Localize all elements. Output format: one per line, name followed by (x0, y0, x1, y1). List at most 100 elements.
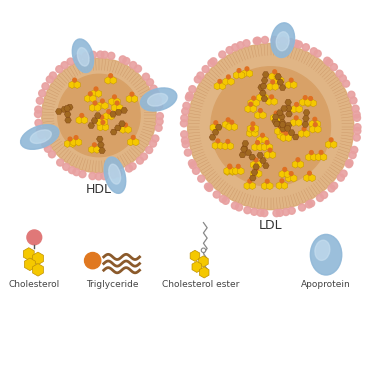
Circle shape (271, 80, 274, 84)
Circle shape (73, 78, 76, 82)
Circle shape (74, 136, 78, 140)
Circle shape (230, 120, 234, 124)
Circle shape (210, 58, 217, 65)
Circle shape (349, 152, 356, 159)
Circle shape (324, 57, 331, 64)
Ellipse shape (310, 234, 342, 275)
Circle shape (308, 200, 315, 207)
Circle shape (296, 158, 300, 162)
Circle shape (119, 56, 126, 63)
Circle shape (88, 92, 92, 96)
Circle shape (237, 42, 244, 49)
Circle shape (192, 167, 200, 174)
Circle shape (283, 168, 286, 171)
Circle shape (338, 174, 344, 181)
Circle shape (180, 120, 188, 127)
Circle shape (313, 117, 316, 121)
Circle shape (142, 73, 150, 80)
Circle shape (101, 172, 108, 180)
Ellipse shape (30, 130, 51, 143)
Circle shape (68, 137, 72, 141)
Circle shape (251, 208, 258, 215)
Circle shape (228, 165, 232, 169)
Ellipse shape (109, 164, 121, 184)
Circle shape (181, 131, 188, 138)
Circle shape (154, 96, 161, 104)
Circle shape (281, 129, 285, 133)
Circle shape (42, 83, 49, 90)
Circle shape (350, 97, 357, 104)
Circle shape (273, 210, 280, 217)
Circle shape (276, 74, 280, 77)
Circle shape (353, 134, 360, 141)
Circle shape (218, 80, 222, 83)
Circle shape (261, 210, 268, 217)
Circle shape (130, 62, 136, 69)
Circle shape (93, 143, 96, 147)
Circle shape (314, 123, 317, 126)
Circle shape (140, 153, 147, 160)
Circle shape (135, 65, 141, 72)
Circle shape (214, 121, 217, 124)
Circle shape (329, 138, 333, 142)
Circle shape (266, 179, 269, 183)
Circle shape (236, 204, 243, 211)
Circle shape (27, 230, 42, 245)
Circle shape (93, 101, 97, 105)
Circle shape (152, 90, 159, 97)
Circle shape (308, 171, 311, 175)
Circle shape (108, 52, 115, 59)
Circle shape (146, 147, 153, 153)
Circle shape (232, 44, 239, 51)
Circle shape (284, 131, 288, 135)
Circle shape (237, 69, 241, 72)
Circle shape (101, 51, 108, 58)
Circle shape (253, 38, 260, 44)
Circle shape (82, 53, 89, 60)
Circle shape (69, 166, 75, 174)
Circle shape (290, 172, 293, 176)
Ellipse shape (315, 240, 330, 260)
Circle shape (75, 55, 82, 62)
Circle shape (257, 209, 264, 216)
Circle shape (252, 96, 255, 100)
Circle shape (331, 182, 338, 189)
Circle shape (251, 127, 254, 130)
Circle shape (39, 90, 46, 97)
Circle shape (109, 74, 112, 78)
Circle shape (336, 70, 343, 77)
Circle shape (295, 102, 298, 106)
Ellipse shape (72, 39, 94, 72)
Circle shape (328, 185, 335, 192)
Circle shape (67, 58, 74, 65)
Circle shape (213, 191, 220, 198)
Circle shape (185, 94, 192, 101)
Circle shape (206, 184, 213, 191)
Circle shape (261, 36, 268, 44)
Circle shape (309, 151, 313, 154)
Circle shape (314, 50, 321, 57)
Circle shape (42, 141, 49, 148)
Circle shape (310, 48, 317, 55)
Circle shape (316, 194, 324, 201)
Circle shape (340, 170, 347, 177)
Circle shape (321, 192, 328, 198)
Circle shape (345, 160, 352, 168)
Circle shape (101, 120, 105, 124)
Ellipse shape (21, 125, 59, 149)
Circle shape (189, 162, 196, 169)
Circle shape (279, 124, 282, 128)
Circle shape (245, 67, 249, 70)
Circle shape (156, 112, 164, 120)
Circle shape (352, 105, 359, 112)
Circle shape (129, 163, 136, 170)
Ellipse shape (148, 93, 168, 106)
Circle shape (351, 146, 358, 153)
Circle shape (256, 141, 260, 144)
Circle shape (150, 85, 157, 92)
Circle shape (95, 173, 102, 180)
Circle shape (130, 92, 134, 96)
Circle shape (265, 141, 269, 144)
Circle shape (354, 124, 361, 131)
Text: Cholesterol ester: Cholesterol ester (162, 280, 239, 289)
